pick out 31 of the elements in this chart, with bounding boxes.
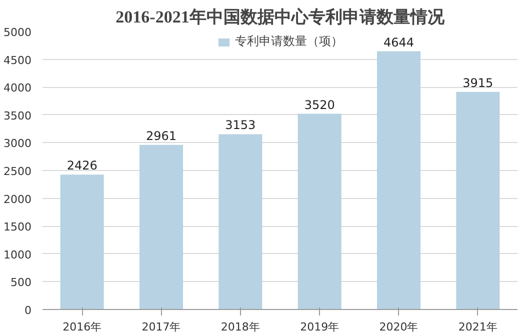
x-tick-label: 2018年 [220, 320, 260, 334]
y-tick-label: 1000 [4, 248, 32, 262]
x-tick-label: 2017年 [142, 320, 181, 334]
bar [456, 92, 500, 310]
bar [139, 144, 184, 310]
x-tick-label: 2020年 [379, 320, 418, 334]
x-tick-label: 2016年 [62, 320, 102, 334]
bar [60, 174, 104, 310]
x-tick-label: 2019年 [300, 320, 340, 334]
legend-label: 专利申请数量（项） [235, 33, 343, 50]
data-label: 4644 [383, 35, 414, 50]
x-tick-label: 2021年 [458, 320, 498, 334]
y-tick-label: 500 [10, 276, 32, 290]
y-tick-label: 3500 [4, 109, 32, 122]
y-tick-label: 5000 [4, 26, 32, 39]
y-tick-label: 4000 [4, 82, 32, 95]
chart-title: 2016-2021年中国数据中心专利申请数量情况 [116, 8, 446, 26]
data-label: 3520 [304, 98, 335, 112]
data-label: 3915 [462, 76, 494, 90]
y-tick-label: 0 [24, 304, 32, 317]
bar [298, 114, 342, 310]
bar [218, 134, 262, 310]
data-label: 2426 [66, 158, 98, 173]
data-label: 2961 [146, 128, 177, 143]
y-tick-label: 1500 [4, 220, 32, 234]
bar [376, 51, 421, 310]
y-tick-label: 3000 [4, 137, 32, 150]
y-tick-label: 2000 [4, 192, 32, 206]
y-tick-label: 2500 [4, 165, 32, 178]
y-tick-label: 4500 [4, 54, 32, 67]
data-label: 3153 [225, 118, 256, 132]
